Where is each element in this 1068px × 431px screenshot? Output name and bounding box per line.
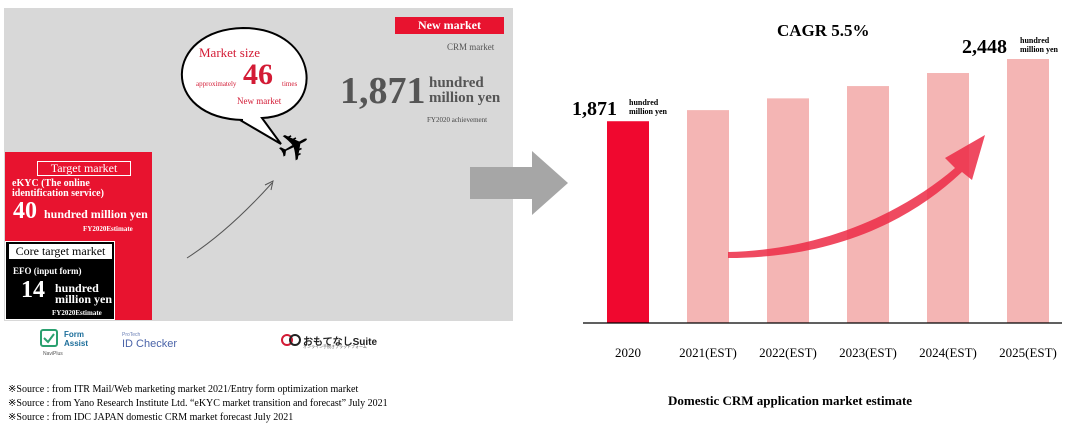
bar-2025est [1007, 59, 1049, 323]
target-market-estimate: FY2020Estimate [83, 225, 133, 233]
x-tick-label: 2022(EST) [759, 345, 817, 360]
crm-market-note: FY2020 achievement [427, 116, 488, 124]
source-notes: ※Source : from ITR Mail/Web marketing ma… [8, 383, 388, 425]
core-target-unit: hundred million yen [55, 281, 113, 306]
target-market-service: eKYC (The online identification service) [12, 178, 104, 199]
form-assist-line1: Form [64, 330, 84, 339]
x-tick-label: 2025(EST) [999, 345, 1057, 360]
form-assist-wordmark: Form Assist [64, 330, 88, 348]
source-note: ※Source : from Yano Research Institute L… [8, 398, 388, 409]
crm-unit-line2: million yen [429, 90, 501, 106]
form-assist-logo: Form Assist NaviPlus [40, 327, 100, 359]
bar-2023est [847, 86, 889, 323]
data-label-value: 1,871 [572, 98, 617, 120]
core-target-heading: Core target market [9, 244, 112, 259]
form-assist-line2: Assist [64, 339, 89, 348]
growth-curve-arrow [186, 182, 273, 259]
data-label-unit: hundred [629, 98, 659, 107]
bubble-approx: approximately [196, 80, 237, 88]
id-checker-logo: ProTech ID Checker [122, 332, 177, 350]
x-tick-label: 2021(EST) [679, 345, 737, 360]
bar-2021est [687, 110, 729, 323]
target-market-unit: hundred million yen [44, 207, 148, 221]
core-unit-line1: hundred [55, 281, 99, 295]
data-label-value: 2,448 [962, 36, 1007, 58]
chart-title: Domestic CRM application market estimate [668, 393, 913, 408]
crm-market-value: 1,871 [340, 70, 426, 112]
bubble-new-market: New market [237, 96, 282, 106]
growth-curve-arrowhead [264, 180, 274, 191]
x-tick-label: 2020 [615, 345, 641, 360]
id-checker-small: ProTech [122, 332, 141, 338]
x-tick-label: 2023(EST) [839, 345, 897, 360]
core-unit-line2: million yen [55, 292, 113, 306]
source-note: ※Source : from IDC JAPAN domestic CRM ma… [8, 412, 294, 423]
bar-2024est [927, 73, 969, 323]
omotenashi-main: おもてなしSuite [303, 337, 378, 348]
core-target-service: EFO (input form) [13, 266, 82, 276]
form-assist-sub: NaviPlus [43, 351, 63, 357]
market-multiple: 46 [243, 58, 273, 91]
data-label-unit: million yen [629, 107, 668, 116]
growth-arrow-body [728, 135, 985, 258]
id-checker-main: ID Checker [122, 338, 178, 350]
bubble-title: Market size [199, 45, 261, 60]
right-arrow-icon [470, 151, 568, 215]
source-note: ※Source : from ITR Mail/Web marketing ma… [8, 384, 359, 395]
data-label-unit: million yen [1020, 45, 1059, 54]
bar-2022est [767, 98, 809, 323]
speech-bubble [180, 26, 308, 145]
cagr-annotation: CAGR 5.5% [777, 21, 870, 40]
form-assist-check-icon [40, 329, 58, 347]
x-tick-label: 2024(EST) [919, 345, 977, 360]
target-market-value: 40 [13, 198, 37, 224]
core-target-value: 14 [21, 277, 45, 303]
crm-market-label: CRM market [447, 42, 495, 52]
data-label-unit: hundred [1020, 36, 1050, 45]
omotenashi-sub: オンライン手続きプラットフォーム [303, 344, 367, 349]
target-market-heading: Target market [37, 161, 131, 176]
bar-2020 [607, 121, 649, 323]
bubble-times: times [282, 80, 298, 88]
omotenashi-mark-icon [281, 334, 301, 346]
crm-market-unit: hundred million yen [429, 76, 500, 106]
new-market-tag: New market [395, 17, 504, 34]
crm-unit-line1: hundred [429, 75, 484, 91]
core-target-estimate: FY2020Estimate [52, 309, 102, 317]
